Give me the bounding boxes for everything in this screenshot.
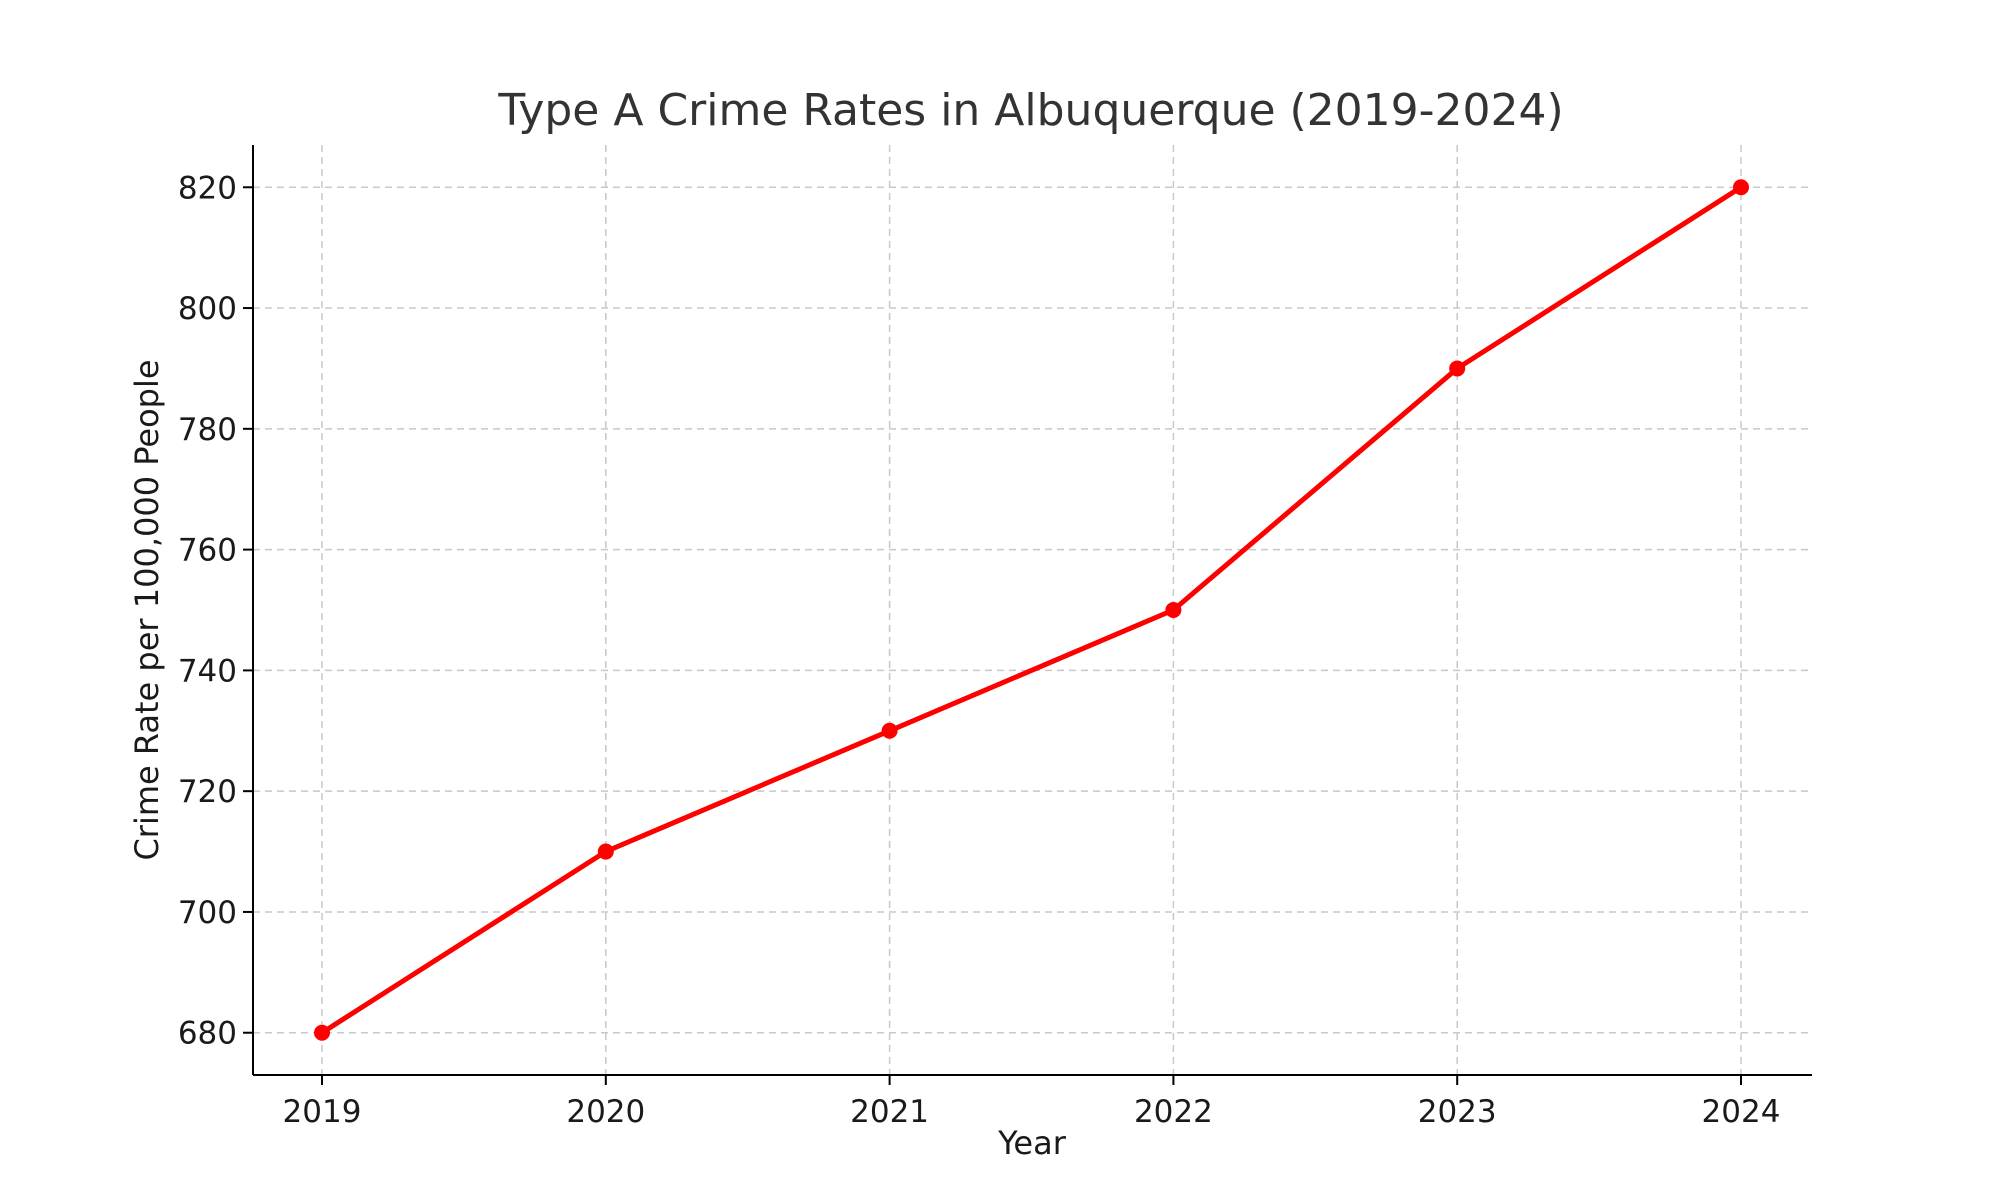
chart-title: Type A Crime Rates in Albuquerque (2019-… <box>497 85 1563 136</box>
x-tick-label: 2024 <box>1702 1094 1781 1130</box>
y-tick-label: 820 <box>178 170 237 206</box>
data-point <box>1449 360 1466 377</box>
series <box>314 179 1749 1041</box>
grid-lines <box>253 145 1812 1075</box>
data-point <box>1733 179 1749 196</box>
data-point <box>881 722 898 739</box>
y-tick-label: 680 <box>178 1016 237 1052</box>
x-axis-label: Year <box>997 1124 1067 1162</box>
x-tick-label: 2020 <box>566 1094 645 1130</box>
y-tick-label: 760 <box>178 533 237 569</box>
y-axis-label: Crime Rate per 100,000 People <box>128 359 166 860</box>
y-tick-label: 720 <box>178 774 237 810</box>
series-line <box>319 184 1744 1036</box>
x-axis-ticks: 2019 2020 2021 2022 2023 2024 <box>283 1075 1781 1130</box>
data-point <box>314 1024 330 1041</box>
x-tick-label: 2019 <box>283 1094 362 1130</box>
y-tick-label: 800 <box>178 291 237 327</box>
axes <box>252 145 1812 1076</box>
data-point <box>1165 602 1182 618</box>
data-point <box>597 843 614 860</box>
x-tick-label: 2023 <box>1418 1094 1497 1130</box>
y-tick-label: 740 <box>178 653 237 689</box>
y-tick-label: 780 <box>178 412 237 448</box>
x-tick-label: 2021 <box>850 1094 929 1130</box>
x-tick-label: 2022 <box>1134 1094 1213 1130</box>
y-tick-label: 700 <box>178 895 237 931</box>
y-axis-ticks: 680 700 720 740 760 780 800 820 <box>178 170 253 1052</box>
